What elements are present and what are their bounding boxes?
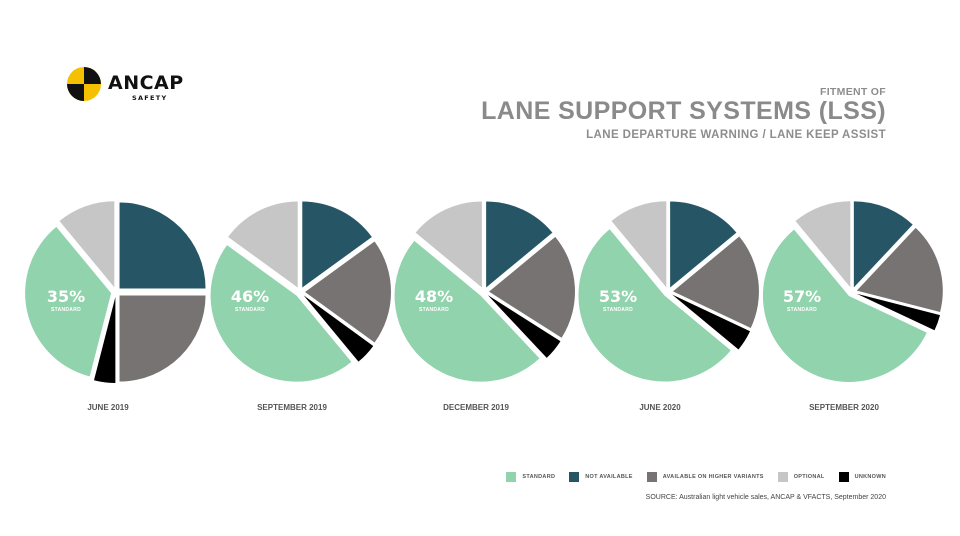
standard-percent-label: 46%	[231, 287, 269, 306]
pie-slice-unknown	[487, 295, 561, 358]
period-label: DECEMBER 2019	[443, 403, 509, 412]
pie-slice-unknown	[856, 293, 941, 331]
period-label: JUNE 2019	[87, 403, 129, 412]
legend-item-unknown: UNKNOWN	[838, 472, 886, 482]
pie-slice-standard	[394, 240, 540, 382]
pie-slice-not-available	[486, 201, 553, 288]
page-subtitle: LANE DEPARTURE WARNING / LANE KEEP ASSIS…	[586, 129, 886, 141]
legend-item-standard: STANDARD	[506, 472, 555, 482]
pie-chart: 53%STANDARD JUNE 2020	[578, 201, 759, 412]
period-label: SEPTEMBER 2019	[257, 403, 327, 412]
legend-label: NOT AVAILABLE	[585, 474, 633, 480]
legend-label: STANDARD	[522, 474, 556, 480]
ancap-crash-test-icon	[67, 67, 101, 101]
legend-label: UNKNOWN	[854, 474, 886, 480]
pie-slice-optional	[611, 201, 667, 288]
legend-swatch	[838, 472, 849, 482]
legend-swatch	[646, 472, 657, 482]
standard-sub-label: STANDARD	[51, 307, 81, 313]
legend-item-optional: OPTIONAL	[777, 472, 825, 482]
logo-subtext: SAFETY	[132, 94, 168, 102]
page-title: LANE SUPPORT SYSTEMS (LSS)	[481, 97, 886, 125]
pie-chart: 57%STANDARD SEPTEMBER 2020	[762, 201, 943, 412]
pie-slice-not-available	[670, 201, 737, 288]
period-label: JUNE 2020	[639, 403, 681, 412]
pie-slice-standard	[210, 245, 352, 382]
pie-slice-optional	[228, 201, 298, 288]
pie-slice-unknown	[672, 294, 751, 350]
standard-sub-label: STANDARD	[419, 307, 449, 313]
pie-slice-higher-variants	[119, 295, 206, 382]
legend-swatch	[777, 472, 788, 482]
standard-sub-label: STANDARD	[235, 307, 265, 313]
pie-slice-standard	[578, 229, 731, 382]
header-kicker: FITMENT OF	[820, 86, 886, 98]
pie-slice-optional	[795, 201, 851, 288]
logo-text: ANCAP	[108, 72, 184, 94]
pie-slice-optional	[415, 201, 482, 288]
legend-item-higher-variants: AVAILABLE ON HIGHER VARIANTS	[646, 472, 764, 482]
standard-percent-label: 57%	[783, 287, 821, 306]
standard-percent-label: 48%	[415, 287, 453, 306]
pie-slice-optional	[59, 201, 115, 288]
pie-chart: 46%STANDARD SEPTEMBER 2019	[210, 201, 392, 412]
pie-slice-unknown	[93, 296, 116, 383]
source-note: SOURCE: Australian light vehicle sales, …	[645, 494, 886, 501]
standard-sub-label: STANDARD	[603, 307, 633, 313]
legend-swatch	[506, 472, 517, 482]
legend: STANDARD NOT AVAILABLE AVAILABLE ON HIGHER…	[492, 472, 886, 482]
period-label: SEPTEMBER 2020	[809, 403, 879, 412]
pie-slice-not-available	[119, 202, 206, 289]
pie-slice-unknown	[303, 295, 374, 362]
legend-swatch	[569, 472, 580, 482]
pie-slice-higher-variants	[305, 241, 392, 343]
standard-percent-label: 53%	[599, 287, 637, 306]
legend-label: OPTIONAL	[793, 474, 825, 480]
pie-chart: 48%STANDARD DECEMBER 2019	[394, 201, 575, 412]
standard-sub-label: STANDARD	[787, 307, 817, 313]
legend-item-not-available: NOT AVAILABLE	[569, 472, 633, 482]
pie-slice-standard	[25, 226, 112, 377]
pie-slice-standard	[762, 229, 927, 382]
pie-slice-higher-variants	[488, 236, 575, 338]
pie-slice-not-available	[853, 201, 913, 288]
legend-label: AVAILABLE ON HIGHER VARIANTS	[662, 474, 764, 480]
pie-chart: 35%STANDARD JUNE 2019	[25, 201, 206, 412]
pie-slice-higher-variants	[672, 236, 759, 328]
pie-slice-not-available	[302, 201, 372, 288]
ancap-logo: ANCAP SAFETY	[66, 66, 206, 106]
standard-percent-label: 35%	[47, 287, 85, 306]
pie-slice-higher-variants	[856, 227, 943, 312]
